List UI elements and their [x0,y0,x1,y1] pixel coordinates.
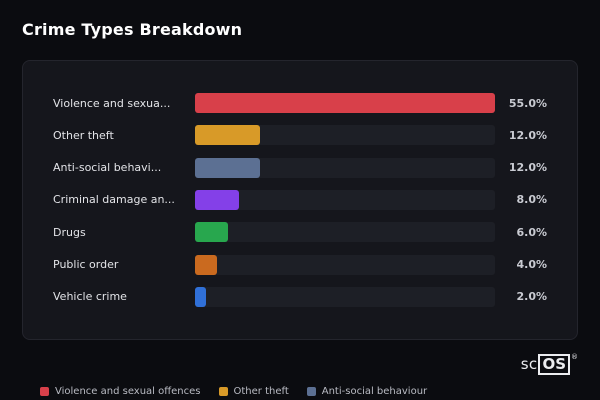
bar-track [195,157,495,178]
bar-track [195,286,495,307]
page-title: Crime Types Breakdown [22,20,243,39]
chart-row: Violence and sexua... 55.0% [53,87,547,119]
bar-track [195,254,495,275]
bar-track [195,93,495,113]
bar-fill[interactable] [195,189,239,210]
scos-logo: sc OS ® [521,354,578,375]
logo-text-sc: sc [520,355,538,373]
bar-track [195,125,495,146]
legend-item[interactable]: Anti-social behaviour [306,386,428,397]
bar-fill[interactable] [195,125,261,146]
category-label: Drugs [53,225,86,239]
bar-fill[interactable] [195,286,206,307]
category-label: Violence and sexua... [53,96,171,110]
registered-trademark-mark: ® [571,353,578,361]
value-label: 4.0% [516,258,547,272]
legend-item[interactable]: Other theft [218,386,289,397]
legend-swatch-icon [40,387,49,396]
value-label: 55.0% [508,96,547,110]
chart-row: Anti-social behavi... 12.0% [53,152,547,184]
value-label: 8.0% [516,193,547,207]
value-label: 2.0% [516,290,547,304]
chart-row: Vehicle crime 2.0% [53,281,547,313]
value-label: 12.0% [508,161,547,175]
chart-row: Other theft 12.0% [53,119,547,151]
legend-label: Violence and sexual offences [55,386,201,397]
logo-text-os: OS [538,354,570,375]
legend-label: Anti-social behaviour [321,386,428,397]
bar-chart: Violence and sexua... 55.0% Other theft 12.… [53,87,547,313]
chart-legend: Violence and sexual offences Other theft A… [40,386,427,397]
bar-track [195,222,495,243]
category-label: Anti-social behavi... [53,161,162,175]
chart-row: Public order 4.0% [53,249,547,281]
bar-fill[interactable] [195,222,228,243]
value-label: 6.0% [516,225,547,239]
legend-swatch-icon [218,387,228,396]
category-label: Public order [53,258,119,272]
bar-fill[interactable] [195,157,261,178]
chart-card: Violence and sexua... 55.0% Other theft 12.… [22,60,578,340]
category-label: Vehicle crime [53,290,127,304]
legend-item[interactable]: Violence and sexual offences [40,386,201,397]
legend-swatch-icon [306,387,316,396]
category-label: Other theft [53,128,114,142]
value-label: 12.0% [508,128,547,142]
category-label: Criminal damage an... [53,193,175,207]
legend-label: Other theft [233,386,289,397]
bar-track [195,189,495,210]
bar-fill[interactable] [195,93,495,113]
bar-fill[interactable] [195,254,217,275]
chart-row: Drugs 6.0% [53,216,547,248]
chart-row: Criminal damage an... 8.0% [53,184,547,216]
